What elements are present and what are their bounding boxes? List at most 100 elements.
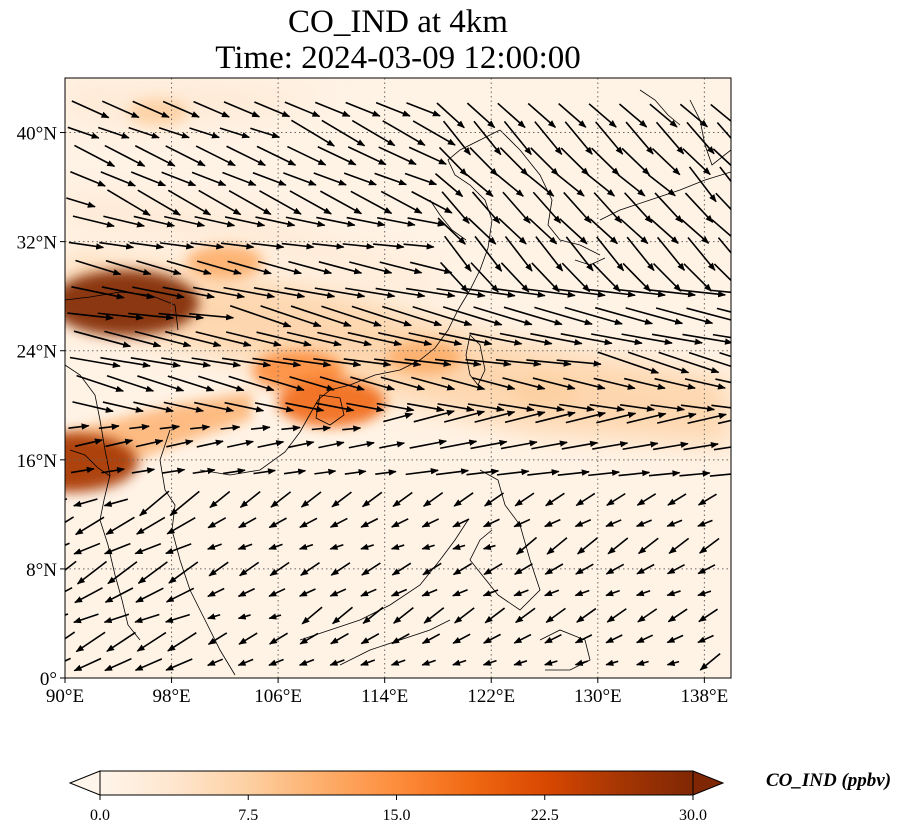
wind-arrow (652, 263, 682, 292)
wind-arrow (710, 289, 731, 294)
x-tick-label: 122°E (467, 686, 515, 707)
wind-arrow (559, 218, 588, 245)
wind-arrow (618, 103, 648, 128)
wind-arrow (132, 286, 185, 300)
wind-arrow (105, 259, 152, 276)
wind-arrow (227, 260, 272, 275)
wind-arrow (503, 120, 532, 156)
wind-arrow (207, 517, 227, 529)
wind-arrow (620, 404, 655, 412)
wind-arrow (375, 287, 426, 299)
wind-arrow (105, 438, 134, 448)
wind-arrow (513, 633, 532, 644)
wind-arrow (76, 560, 108, 585)
wind-arrow (526, 173, 555, 197)
wind-arrow (195, 331, 252, 347)
wind-arrow (285, 402, 325, 413)
wind-arrow (421, 633, 441, 645)
wind-arrow (253, 286, 306, 299)
wind-arrow (255, 216, 296, 228)
wind-arrow (466, 102, 496, 129)
x-axis-ticks: 90°E 98°E 106°E 114°E 122°E 130°E 138°E (46, 678, 728, 707)
wind-arrow (679, 289, 727, 298)
wind-arrow (392, 491, 413, 508)
wind-arrow (680, 218, 710, 244)
wind-arrow (655, 307, 714, 325)
wind-arrow (564, 121, 593, 155)
wind-arrow (164, 215, 206, 228)
wind-arrow (412, 305, 473, 326)
wind-arrow (380, 376, 426, 391)
wind-arrow (482, 543, 496, 551)
wind-arrow (237, 658, 254, 667)
colorbar-max-extend (692, 770, 725, 796)
wind-arrow (65, 560, 77, 572)
wind-arrow (252, 171, 287, 186)
wind-arrow (72, 215, 115, 228)
wind-arrow (65, 586, 73, 593)
wind-arrow (469, 146, 498, 176)
wind-arrow (169, 490, 200, 516)
wind-arrow (161, 171, 197, 187)
wind-arrow (65, 657, 71, 662)
wind-arrow (321, 305, 382, 327)
wind-arrow (561, 440, 599, 450)
colorbar-ticks: 0.0 7.5 15.0 22.5 30.0 (90, 795, 707, 824)
wind-arrow (469, 332, 523, 346)
wind-arrow (683, 263, 712, 292)
wind-arrow (605, 589, 620, 597)
wind-arrow (484, 607, 506, 624)
wind-arrow (283, 468, 307, 475)
wind-arrow (73, 657, 102, 672)
wind-arrow (342, 425, 362, 432)
wind-arrow (329, 543, 344, 550)
wind-arrow (404, 172, 438, 186)
wind-arrow (495, 358, 542, 367)
wind-arrow (317, 146, 357, 166)
wind-arrow (288, 260, 333, 275)
colorbar-tick-label: 15.0 (383, 807, 411, 824)
wind-arrow (190, 424, 211, 431)
wind-arrow (528, 403, 565, 412)
wind-arrow (495, 173, 524, 197)
wind-arrow (390, 588, 408, 597)
wind-arrow (101, 286, 155, 300)
wind-arrow (535, 236, 564, 272)
wind-arrow (360, 543, 374, 550)
y-tick-label: 16°N (17, 451, 58, 472)
wind-arrow (350, 190, 393, 215)
wind-arrow (299, 517, 318, 529)
wind-arrow (128, 312, 175, 321)
wind-arrow (104, 144, 146, 167)
wind-arrow (465, 173, 494, 197)
wind-arrow (314, 101, 351, 118)
wind-arrow (250, 424, 271, 432)
wind-arrow (167, 189, 212, 216)
wind-arrow (107, 189, 151, 217)
wind-arrow (565, 236, 594, 272)
wind-arrow (563, 191, 592, 224)
wind-arrow (105, 516, 135, 535)
x-tick-label: 114°E (361, 686, 408, 707)
wind-arrow (100, 171, 137, 187)
wind-arrow (710, 103, 731, 128)
wind-arrow (198, 375, 245, 392)
y-tick-label: 32°N (17, 233, 58, 254)
wind-arrow (483, 633, 501, 644)
wind-arrow (624, 192, 653, 224)
wind-arrow (348, 440, 375, 449)
wind-arrow (75, 631, 106, 653)
wind-arrow (257, 440, 285, 449)
wind-arrow (407, 402, 445, 413)
wind-arrow (411, 190, 453, 214)
wind-arrow (135, 516, 166, 535)
wind-arrow (317, 331, 372, 347)
wind-arrow (222, 171, 257, 186)
wind-arrow (73, 613, 99, 624)
wind-arrow (421, 543, 435, 550)
colorbar-tick-label: 22.5 (531, 807, 559, 824)
wind-arrow (313, 358, 362, 368)
wind-arrow (158, 127, 190, 139)
wind-arrow (482, 518, 500, 528)
wind-arrow (350, 376, 395, 391)
